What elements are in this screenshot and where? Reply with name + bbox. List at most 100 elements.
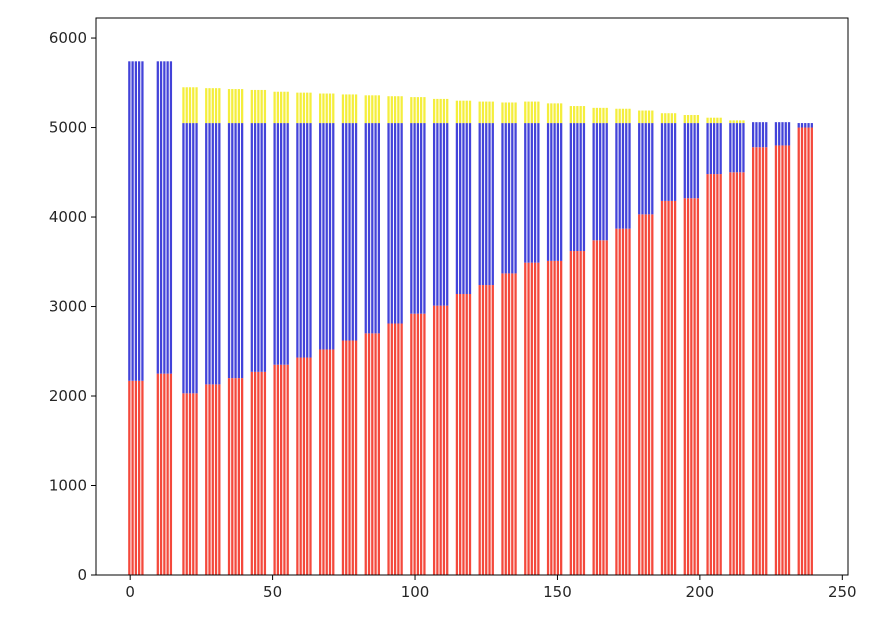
bar-segment-red (595, 240, 599, 576)
bar-segment-blue (400, 123, 403, 324)
bar-segment-yellow (576, 106, 579, 124)
bar-segment-yellow (507, 102, 511, 124)
bar-segment-yellow (237, 89, 240, 124)
y-tick-label: 3000 (49, 298, 87, 316)
bar-segment-red (641, 214, 644, 576)
bar-segment-blue (273, 123, 276, 365)
bar-segment-blue (134, 61, 138, 381)
bar-segment-blue (325, 123, 328, 350)
bar-segment-blue (374, 123, 377, 334)
bar-segment-blue (765, 122, 768, 148)
bar-segment-blue (696, 123, 700, 199)
bar-segment-blue (459, 123, 462, 294)
bar-segment-red (371, 333, 374, 575)
bar-segment-red (693, 198, 696, 575)
bar-segment-red (128, 380, 131, 575)
bar-segment-red (504, 273, 507, 575)
bar-segment-red (696, 198, 700, 575)
bar-segment-red (537, 262, 540, 575)
bar-segment-red (299, 357, 302, 575)
bar-segment-blue (784, 122, 787, 146)
bar-segment-yellow (572, 106, 576, 124)
bar-segment-red (192, 393, 195, 575)
bar-segment-blue (625, 123, 628, 229)
bar-segment-yellow (185, 87, 188, 124)
bar-segment-yellow (527, 101, 530, 124)
bar-segment-blue (420, 123, 423, 314)
y-tick-label: 1000 (49, 477, 87, 495)
bar-segment-blue (296, 123, 299, 358)
bar-segment-yellow (673, 113, 677, 124)
bar-segment-yellow (595, 107, 599, 124)
bar-segment-red (660, 200, 664, 575)
bar-segment-yellow (511, 102, 514, 124)
bar-segment-yellow (432, 98, 436, 124)
bar-segment-red (214, 384, 218, 575)
bar-segment-red (218, 384, 221, 575)
bar-segment-blue (800, 123, 804, 128)
bar-segment-blue (416, 123, 420, 314)
bar-segment-red (514, 273, 517, 575)
bar-segment-red (390, 323, 393, 575)
bar-segment-blue (413, 123, 416, 314)
bar-segment-blue (706, 123, 709, 175)
bar-segment-yellow (393, 96, 397, 124)
bar-segment-yellow (296, 92, 299, 124)
bar-segment-red (341, 340, 345, 575)
bar-segment-yellow (188, 87, 192, 124)
bar-segment-blue (664, 123, 667, 201)
bar-segment-yellow (354, 94, 358, 124)
bar-segment-red (397, 323, 400, 575)
bar-segment-red (436, 305, 439, 575)
bar-segment-yellow (240, 89, 244, 124)
bar-segment-blue (716, 123, 719, 175)
bar-segment-blue (524, 123, 527, 263)
bar-segment-red (800, 127, 804, 575)
bar-segment-yellow (377, 95, 380, 124)
bar-segment-red (263, 371, 267, 575)
bar-segment-blue (488, 123, 491, 286)
bar-segment-yellow (250, 89, 253, 124)
bar-segment-blue (211, 123, 214, 385)
bar-segment-yellow (442, 98, 446, 124)
bar-segment-blue (504, 123, 507, 274)
bar-segment-blue (322, 123, 325, 350)
bar-segment-blue (533, 123, 537, 263)
bar-segment-red (439, 305, 442, 575)
bar-segment-yellow (533, 101, 537, 124)
bar-segment-yellow (263, 89, 267, 124)
bar-segment-red (325, 349, 328, 575)
bar-segment-red (283, 364, 286, 575)
bar-segment-blue (141, 61, 144, 381)
bar-segment-red (686, 198, 690, 575)
bar-segment-blue (371, 123, 374, 334)
bar-segment-yellow (579, 106, 582, 124)
bar-segment-yellow (325, 93, 328, 124)
bar-segment-yellow (416, 97, 420, 124)
bar-segment-blue (263, 123, 267, 372)
bar-segment-blue (530, 123, 533, 263)
bar-segment-blue (341, 123, 345, 341)
bar-segment-red (804, 127, 807, 575)
x-tick-label: 250 (828, 583, 857, 601)
bar-segment-blue (752, 122, 755, 148)
bar-segment-yellow (621, 108, 625, 124)
bar-segment-blue (478, 123, 481, 286)
bar-segment-yellow (550, 103, 553, 124)
bar-segment-yellow (328, 93, 332, 124)
bar-segment-blue (797, 123, 800, 128)
bar-segment-red (599, 240, 602, 576)
x-tick-label: 150 (543, 583, 572, 601)
bar-segment-yellow (696, 115, 700, 124)
bar-segment-red (332, 349, 335, 575)
bar-segment-red (765, 147, 768, 575)
bar-segment-yellow (729, 120, 732, 124)
y-tick-label: 6000 (49, 29, 87, 47)
bar-segment-yellow (423, 97, 426, 124)
bar-segment-blue (804, 123, 807, 128)
bar-segment-yellow (690, 115, 693, 124)
bar-segment-red (690, 198, 693, 575)
x-tick-label: 0 (125, 583, 135, 601)
bar-segment-red (468, 293, 472, 575)
